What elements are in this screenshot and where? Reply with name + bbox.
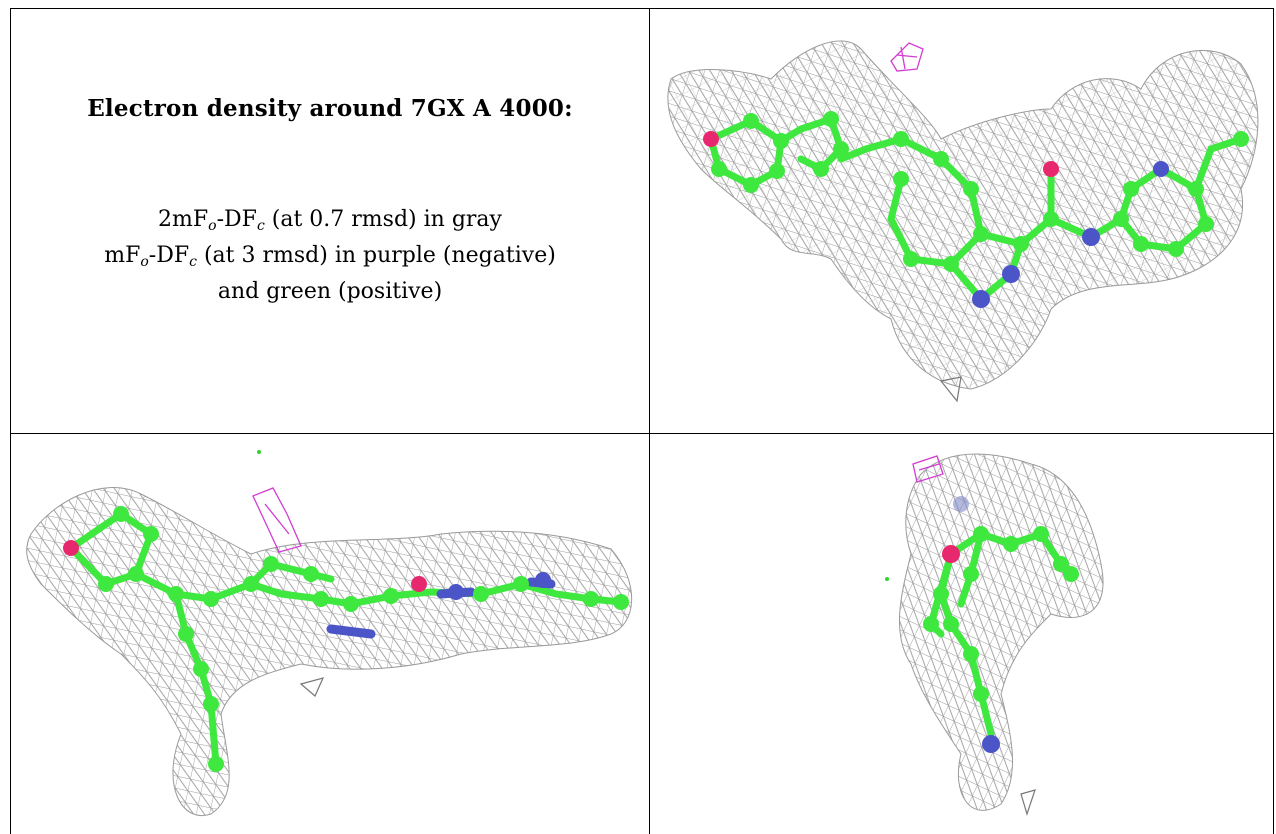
- legend-line-purple: mFo-DFc (at 3 rmsd) in purple (negative): [104, 243, 556, 270]
- ligand-atoms: [923, 496, 1079, 753]
- negative-density-blob: [890, 42, 924, 72]
- density-view-top-right: [651, 9, 1273, 433]
- legend-line-gray: 2mFo-DFc (at 0.7 rmsd) in gray: [158, 207, 502, 234]
- density-mesh: [26, 487, 633, 816]
- positive-density-blob: [257, 450, 261, 454]
- grid-divider-horizontal: [10, 433, 1274, 434]
- small-mesh-fragment: [1020, 789, 1036, 816]
- legend-line-green: and green (positive): [217, 279, 443, 304]
- caption-legend: 2mFo-DFc (at 0.7 rmsd) in gray mFo-DFc (…: [11, 205, 649, 307]
- density-view-bottom-left: [11, 434, 649, 834]
- density-view-bottom-right: [651, 434, 1273, 834]
- positive-density-blob: [885, 577, 889, 581]
- negative-density-blob: [252, 487, 302, 553]
- ligand-atoms: [63, 506, 629, 772]
- density-mesh: [667, 40, 1259, 390]
- small-mesh-fragment: [939, 376, 962, 403]
- negative-density-blob: [912, 455, 944, 483]
- caption-title: Electron density around 7GX A 4000:: [87, 95, 573, 122]
- caption-cell: Electron density around 7GX A 4000: 2mFo…: [11, 9, 649, 433]
- grid-divider-vertical: [649, 8, 650, 834]
- density-mesh: [899, 453, 1104, 811]
- ligand-atoms: [703, 111, 1249, 308]
- figure-grid: [10, 8, 1274, 834]
- small-mesh-fragment: [299, 677, 325, 697]
- grid-border-right: [1273, 8, 1274, 834]
